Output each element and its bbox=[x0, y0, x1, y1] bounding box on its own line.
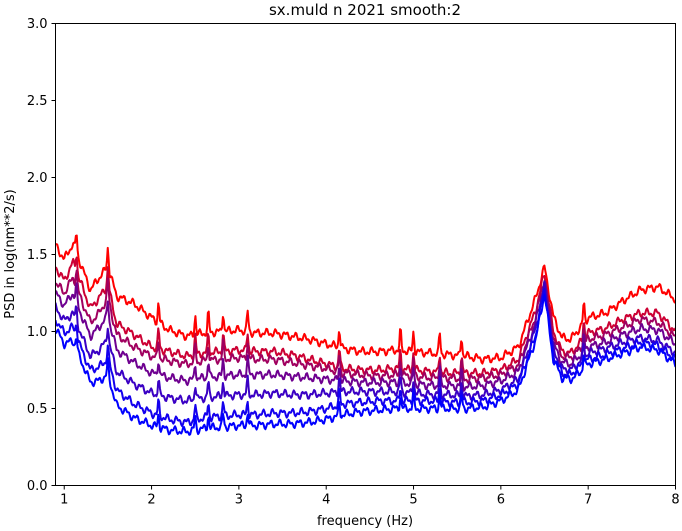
series-line-2 bbox=[55, 269, 676, 384]
x-tick-label: 6 bbox=[497, 493, 505, 508]
x-axis: 1 2 3 4 5 6 7 8 bbox=[60, 485, 680, 508]
y-tick-label: 1.5 bbox=[27, 248, 48, 263]
series-line-3 bbox=[55, 280, 676, 392]
y-tick-label: 3.0 bbox=[27, 17, 48, 32]
x-tick-label: 7 bbox=[584, 493, 592, 508]
x-axis-label: frequency (Hz) bbox=[317, 514, 413, 529]
series-line-0 bbox=[55, 234, 676, 365]
x-tick-label: 5 bbox=[409, 493, 417, 508]
chart-title: sx.muld n 2021 smooth:2 bbox=[269, 1, 461, 19]
x-tick-label: 3 bbox=[235, 493, 243, 508]
x-tick-label: 4 bbox=[322, 493, 330, 508]
y-tick-label: 2.5 bbox=[27, 94, 48, 109]
y-axis-label: PSD in log(nm**2/s) bbox=[3, 189, 18, 319]
x-tick-label: 8 bbox=[671, 493, 679, 508]
y-axis: 0.0 0.5 1.0 1.5 2.0 2.5 3.0 bbox=[27, 17, 56, 494]
x-tick-label: 2 bbox=[147, 493, 155, 508]
series-line-4 bbox=[55, 280, 676, 405]
series-line-5 bbox=[55, 288, 676, 428]
y-tick-label: 1.0 bbox=[27, 325, 48, 340]
series-line-6 bbox=[55, 293, 676, 436]
x-tick-label: 1 bbox=[60, 493, 68, 508]
y-tick-label: 2.0 bbox=[27, 171, 48, 186]
y-tick-label: 0.0 bbox=[27, 479, 48, 494]
y-tick-label: 0.5 bbox=[27, 402, 48, 417]
series-layer bbox=[55, 234, 676, 436]
